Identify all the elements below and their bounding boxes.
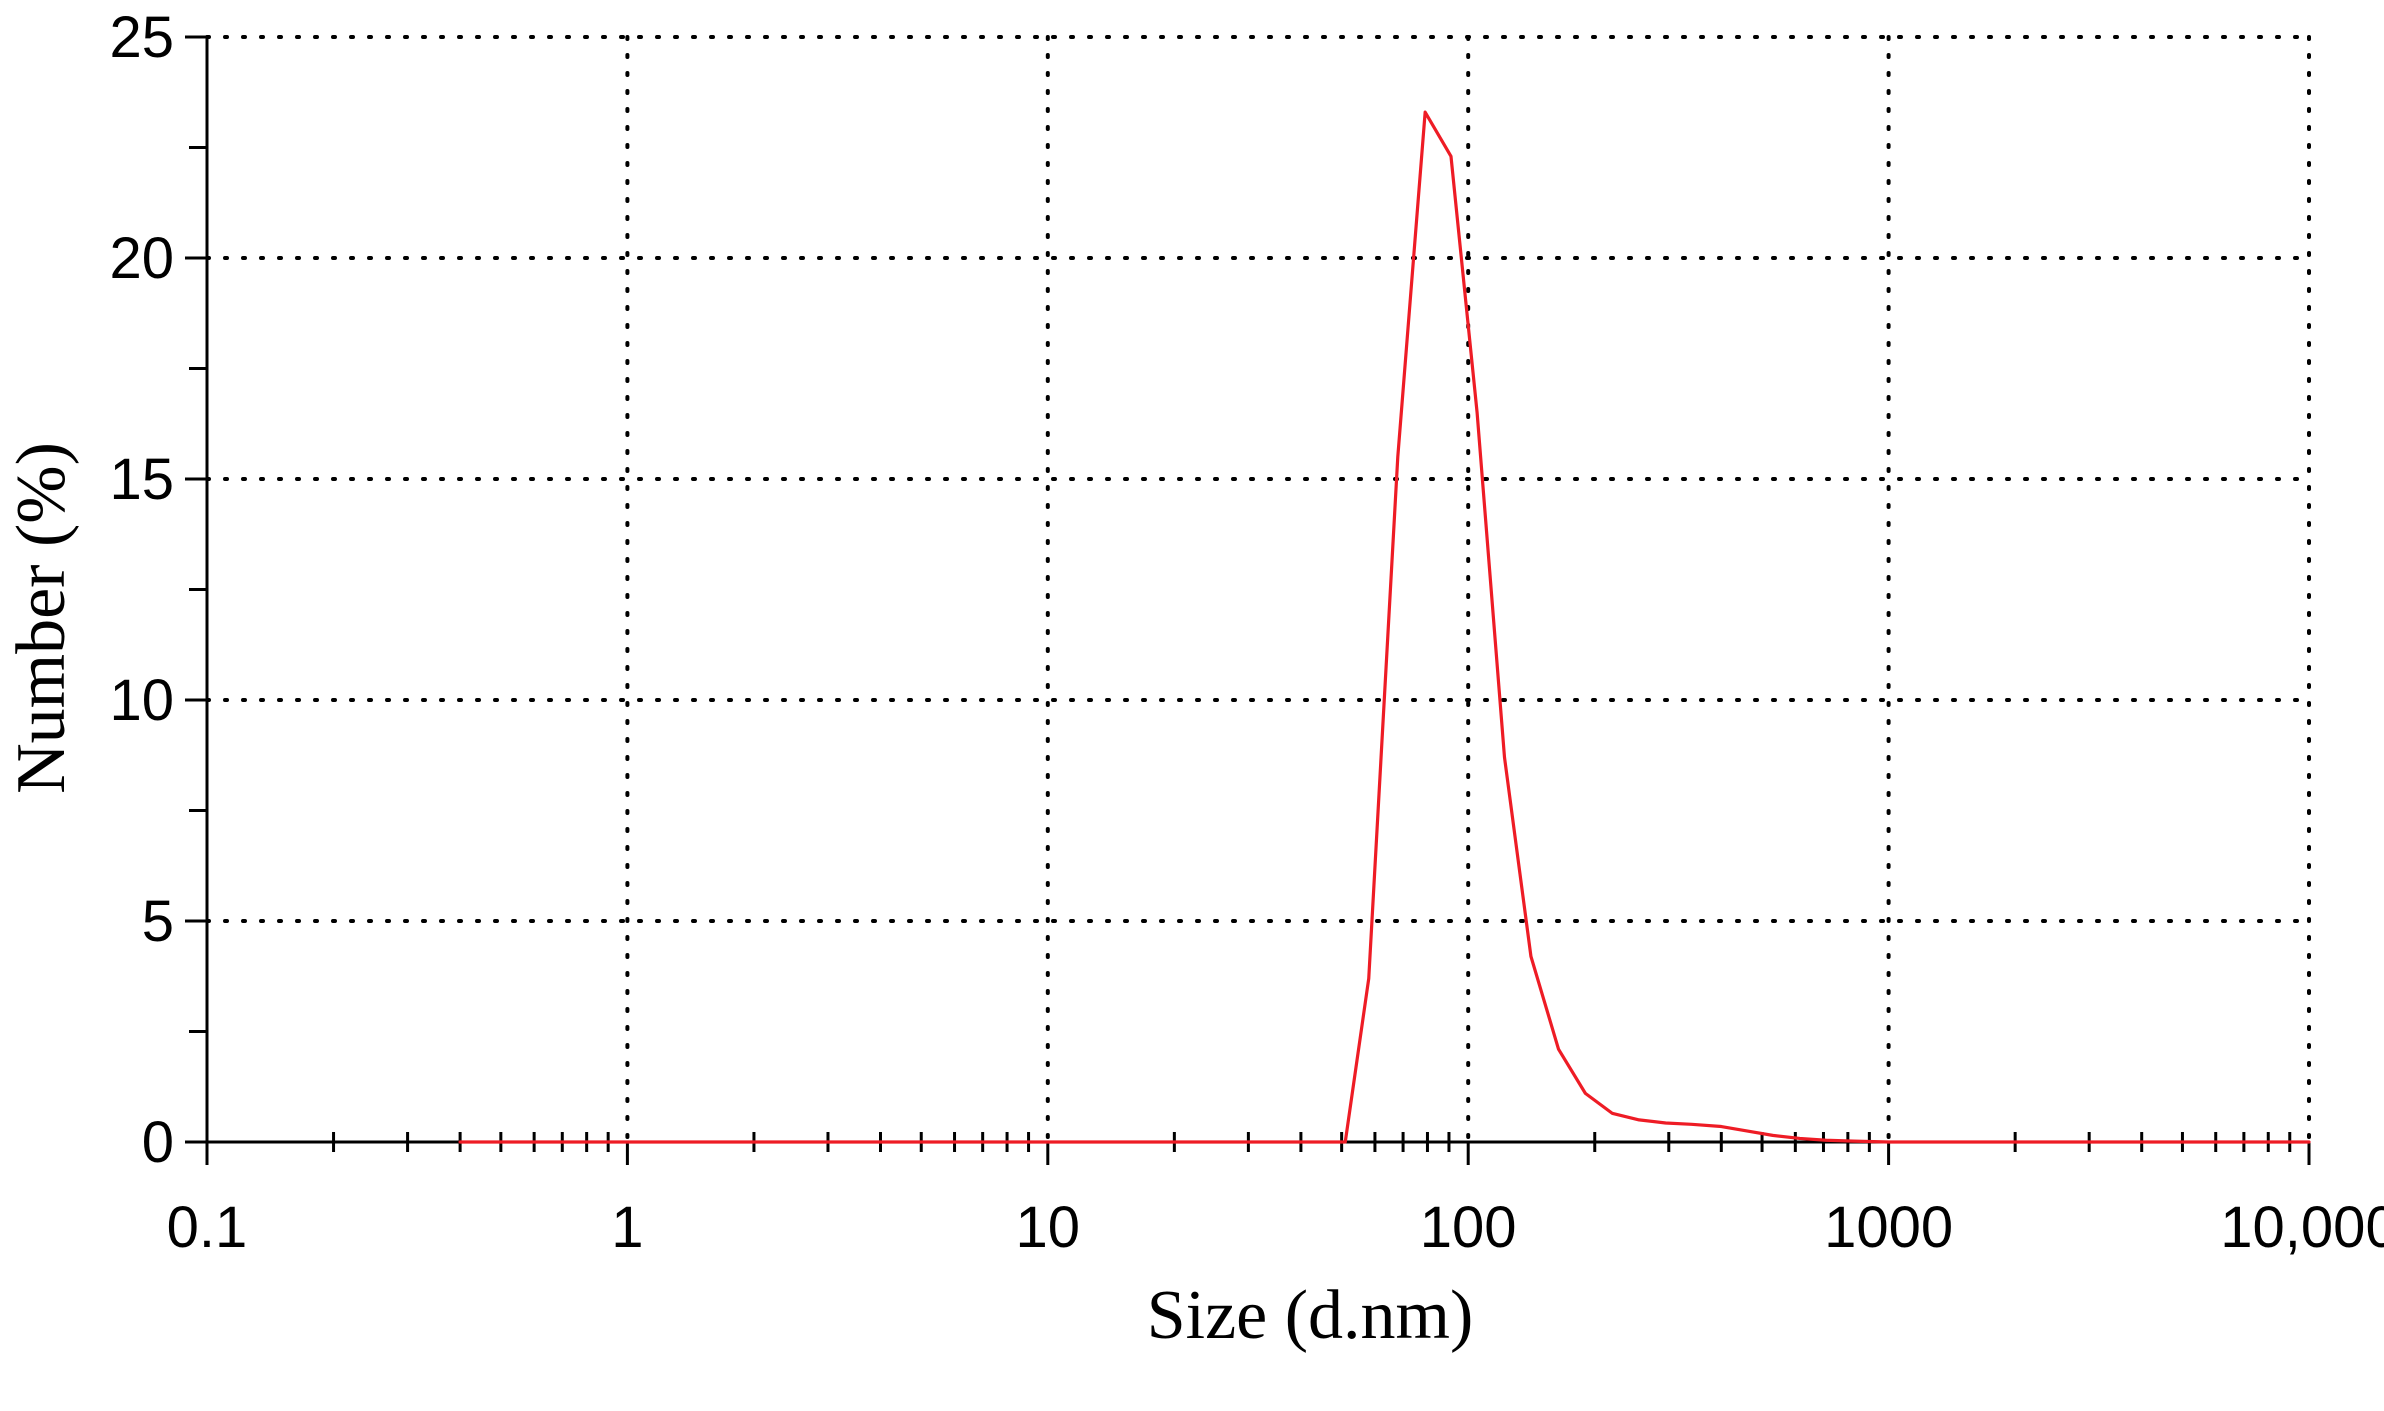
label-layer: 0 5 10 15 20 25 0.1 1 10 100 1000 10,000 xyxy=(109,5,2384,1260)
y-axis-title: Number (%) xyxy=(3,442,80,794)
x-tick-label-0: 0.1 xyxy=(167,1195,248,1260)
y-tick-label-4: 20 xyxy=(109,226,174,291)
x-tick-label-2: 10 xyxy=(1016,1195,1081,1260)
x-tick-label-1: 1 xyxy=(611,1195,643,1260)
y-tick-label-5: 25 xyxy=(109,5,174,70)
grid-layer xyxy=(205,35,2311,1144)
x-tick-label-4: 1000 xyxy=(1824,1195,1953,1260)
x-tick-label-3: 100 xyxy=(1420,1195,1517,1260)
y-tick-label-1: 5 xyxy=(142,889,174,954)
series-line-0 xyxy=(458,110,2311,1144)
series-layer xyxy=(458,110,2311,1144)
x-tick-label-5: 10,000 xyxy=(2220,1195,2384,1260)
y-tick-label-2: 10 xyxy=(109,668,174,733)
axis-layer xyxy=(185,35,2311,1165)
x-axis-title: Size (d.nm) xyxy=(1147,1277,1474,1354)
y-tick-label-3: 15 xyxy=(109,447,174,512)
y-tick-label-0: 0 xyxy=(142,1110,174,1175)
